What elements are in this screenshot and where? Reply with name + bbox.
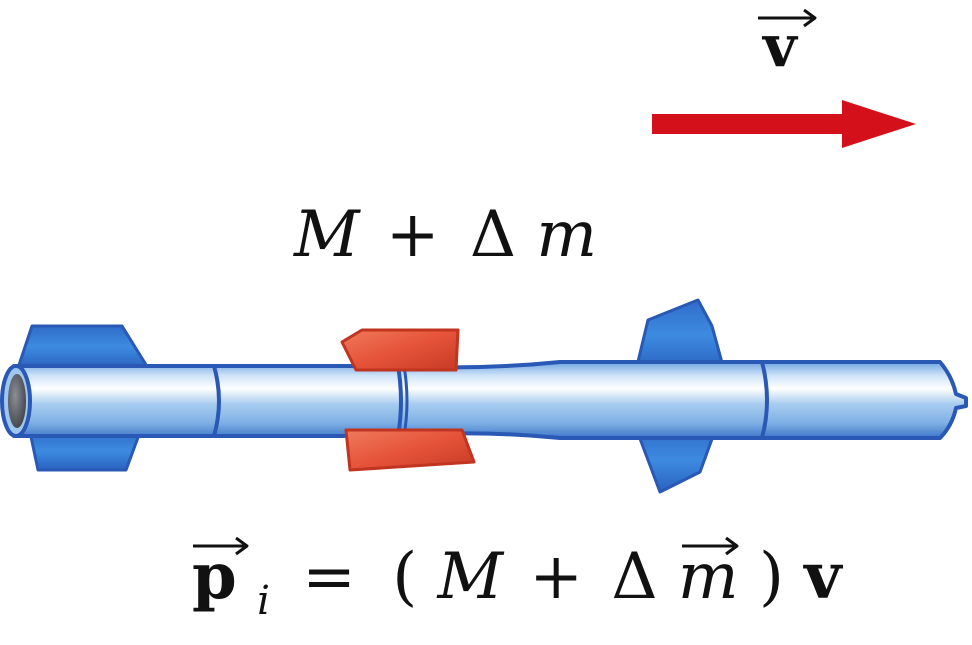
momentum-equation: p i = ( M + Δ m ) v	[192, 536, 843, 630]
body-seam-4	[760, 361, 769, 439]
velocity-vector-arrowhead	[803, 8, 817, 28]
rocket-icon	[0, 298, 968, 494]
velocity-arrow-head	[842, 100, 916, 148]
rocket-body	[12, 360, 968, 440]
rear-fin-top	[16, 324, 150, 370]
momentum-vector-arrowhead	[235, 536, 249, 556]
arrow-right-icon	[652, 100, 916, 148]
velocity-arrow-shaft	[652, 114, 850, 134]
front-fin-top	[634, 298, 726, 372]
velocity-symbol: v	[761, 12, 799, 80]
momentum-equation-text: p i = ( M + Δ m ) v	[192, 539, 843, 630]
equation-velocity-vector-arrowhead	[725, 536, 739, 556]
velocity-label: v	[758, 8, 817, 80]
rocket-nozzle	[8, 374, 26, 428]
detachable-mass-bottom	[344, 428, 476, 472]
mass-label: M + Δ m	[293, 198, 597, 272]
body-seam-1	[212, 365, 221, 437]
detachable-mass-top	[340, 328, 460, 372]
